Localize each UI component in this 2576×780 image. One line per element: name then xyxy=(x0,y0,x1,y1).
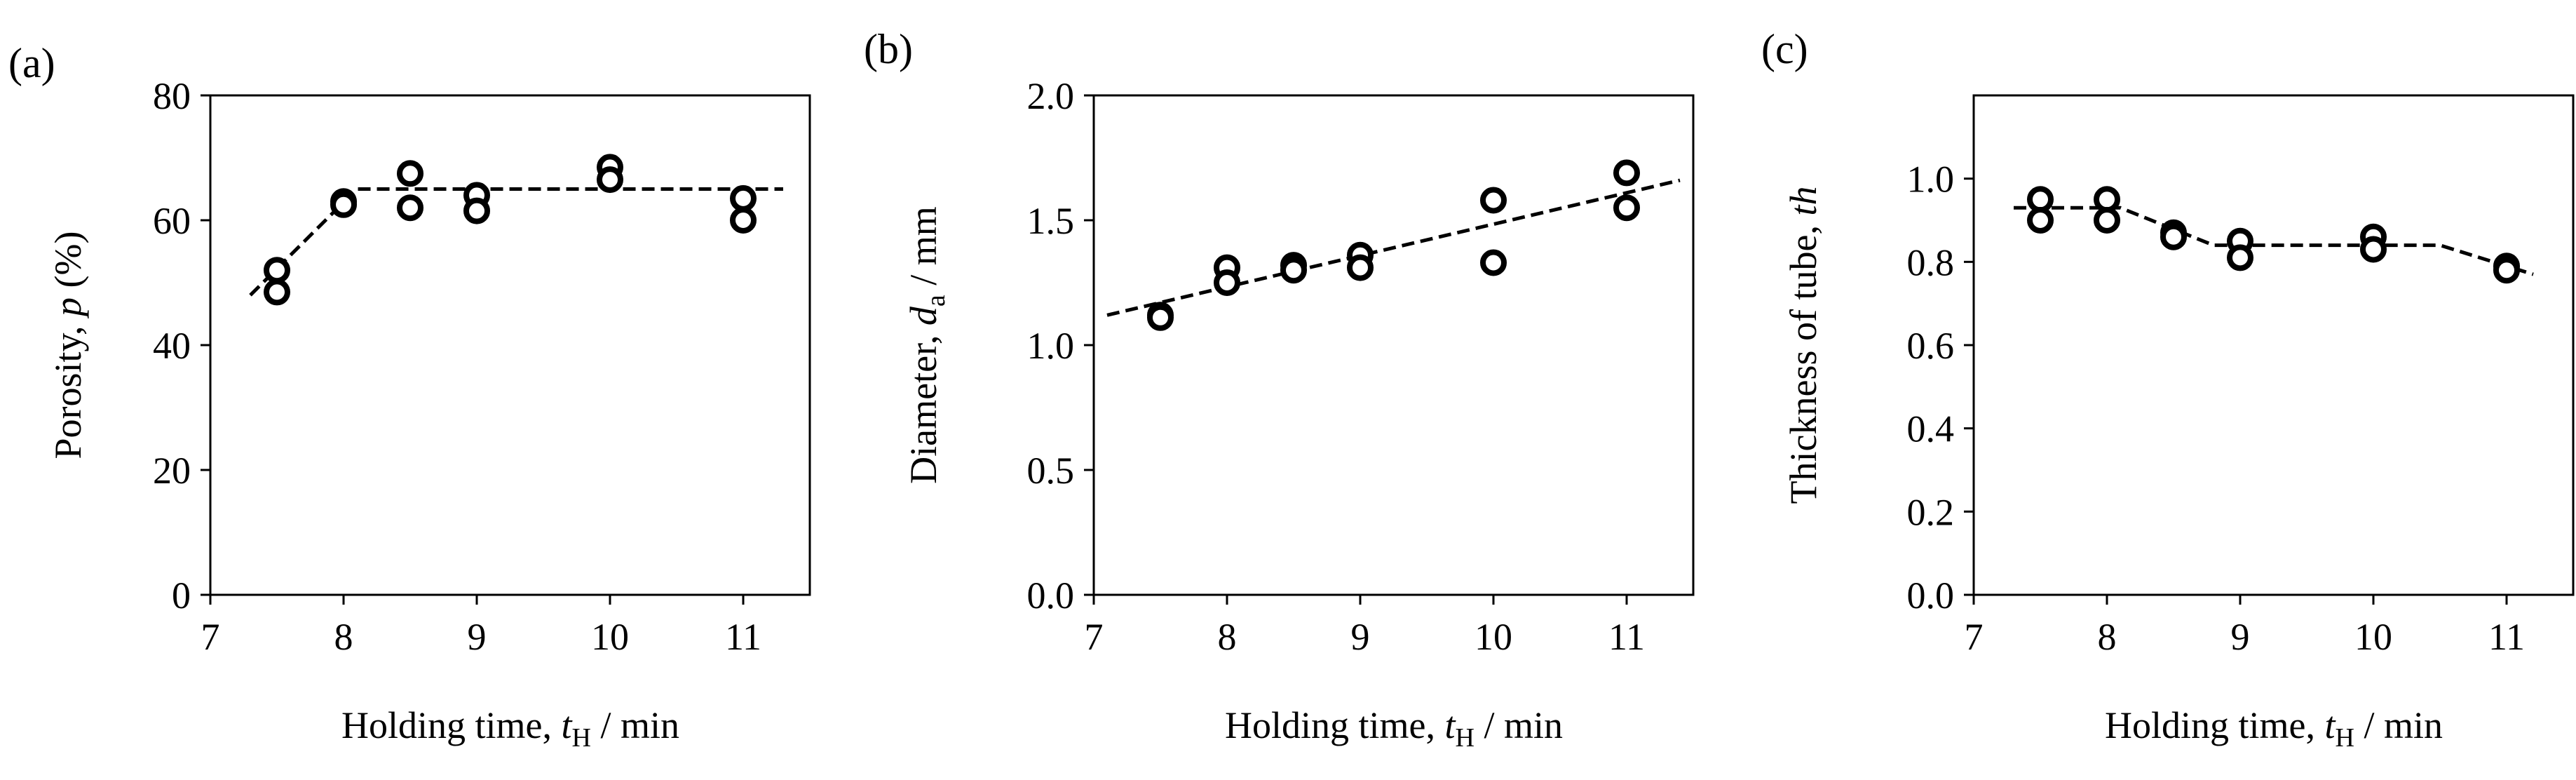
chart-b-x-axis-label: Holding time, tH / min xyxy=(1225,704,1563,753)
chart-a-point xyxy=(597,166,623,194)
chart-b-y-axis-label: Diameter, da / mm xyxy=(902,206,951,484)
chart-c-point xyxy=(2360,236,2387,263)
chart-c-y-tick-label: 0.0 xyxy=(1907,574,1955,617)
chart-a-y-tick-label: 0 xyxy=(172,574,191,617)
chart-a-y-tick-label: 80 xyxy=(153,75,191,117)
chart-a-point xyxy=(730,184,757,212)
chart-a-point xyxy=(397,194,423,222)
panel-label-a: (a) xyxy=(8,40,55,86)
chart-b-grid-ticks: 7 8 9 10 11 0.0 0.5 1.0 1.5 2.0 xyxy=(1027,75,1646,658)
chart-a-point xyxy=(264,257,290,284)
chart-b-point xyxy=(1480,249,1507,276)
chart-c-x-tick-label: 9 xyxy=(2231,616,2250,658)
chart-a-point xyxy=(330,191,357,218)
chart-c-y-axis-label: Thickness of tube, th xyxy=(1782,187,1824,504)
chart-b-x-tick-label: 9 xyxy=(1351,616,1370,658)
panel-c: (c) 7 8 9 10 11 0.0 0.2 0.4 0.6 0.8 1.0 Thickness … xyxy=(1761,26,2575,753)
chart-a-x-tick-label: 7 xyxy=(201,616,220,658)
panel-label-c: (c) xyxy=(1761,26,1808,72)
chart-b-point xyxy=(1147,304,1174,331)
chart-b-x-tick-label: 11 xyxy=(1608,616,1645,658)
chart-b-x-tick-label: 8 xyxy=(1218,616,1237,658)
chart-a-x-tick-label: 10 xyxy=(591,616,629,658)
chart-c-x-tick-label: 10 xyxy=(2354,616,2392,658)
chart-a-point xyxy=(730,207,757,234)
chart-a-y-tick-label: 20 xyxy=(153,450,191,492)
chart-b-marks xyxy=(1106,159,1681,331)
chart-b-point xyxy=(1613,194,1640,222)
chart-c-grid-ticks: 7 8 9 10 11 0.0 0.2 0.4 0.6 0.8 1.0 xyxy=(1907,159,2526,658)
chart-b-y-tick-label: 0.5 xyxy=(1027,450,1075,492)
chart-a-marks xyxy=(249,154,783,306)
chart-a-x-tick-label: 9 xyxy=(468,616,487,658)
chart-a-x-axis-label: Holding time, tH / min xyxy=(341,704,679,753)
chart-c-point xyxy=(2160,223,2187,250)
panel-label-b: (b) xyxy=(864,26,913,72)
chart-b-point xyxy=(1280,257,1307,284)
chart-a-y-axis-label: Porosity, p (%) xyxy=(47,231,89,459)
chart-c-point xyxy=(2493,257,2520,284)
chart-a-point xyxy=(397,160,423,187)
chart-a-point xyxy=(264,278,290,306)
chart-c-x-tick-label: 8 xyxy=(2098,616,2117,658)
chart-b-trend-line xyxy=(1106,178,1681,317)
chart-c-x-axis-label: Holding time, tH / min xyxy=(2105,704,2443,753)
chart-c-plot-frame xyxy=(1972,94,2575,596)
chart-c-point xyxy=(2227,244,2253,271)
chart-c-y-tick-label: 0.2 xyxy=(1907,491,1955,533)
chart-c-trend-line xyxy=(2014,206,2534,276)
chart-a-x-tick-label: 11 xyxy=(725,616,761,658)
chart-c-y-tick-label: 0.8 xyxy=(1907,241,1955,283)
chart-b-point xyxy=(1347,254,1374,281)
chart-a-x-tick-label: 8 xyxy=(334,616,353,658)
chart-c-x-tick-label: 7 xyxy=(1965,616,1984,658)
chart-c-x-tick-label: 11 xyxy=(2488,616,2525,658)
chart-c-y-tick-label: 1.0 xyxy=(1907,159,1955,201)
chart-c-y-tick-label: 0.6 xyxy=(1907,325,1955,367)
chart-c-point xyxy=(2094,186,2120,213)
chart-c-y-tick-label: 0.4 xyxy=(1907,408,1955,450)
chart-c-point xyxy=(2094,207,2120,234)
chart-c-point xyxy=(2027,207,2054,234)
chart-b-y-tick-label: 0.0 xyxy=(1027,574,1075,617)
chart-b-point xyxy=(1214,269,1240,296)
chart-b-x-tick-label: 10 xyxy=(1475,616,1512,658)
chart-a-y-tick-label: 60 xyxy=(153,200,191,242)
chart-c-point xyxy=(2027,186,2054,213)
chart-a-point xyxy=(463,197,490,224)
panel-a: (a) 7 8 9 10 11 0 20 40 60 80 Porosity, p (%) Hol… xyxy=(8,40,811,753)
chart-a-trend-line xyxy=(249,187,783,297)
chart-b-y-tick-label: 1.0 xyxy=(1027,325,1075,367)
chart-b-y-tick-label: 2.0 xyxy=(1027,75,1075,117)
chart-a-plot-frame xyxy=(209,94,811,596)
chart-c-marks xyxy=(2014,186,2534,284)
chart-b-point xyxy=(1480,187,1507,214)
chart-b-plot-frame xyxy=(1092,94,1695,596)
chart-b-y-tick-label: 1.5 xyxy=(1027,200,1075,242)
chart-a-grid-ticks: 7 8 9 10 11 0 20 40 60 80 xyxy=(153,75,761,658)
chart-b-x-tick-label: 7 xyxy=(1085,616,1104,658)
chart-b-point xyxy=(1613,159,1640,187)
panel-b: (b) 7 8 9 10 11 0.0 0.5 1.0 1.5 2.0 Diameter, da … xyxy=(864,26,1695,753)
chart-a-y-tick-label: 40 xyxy=(153,325,191,367)
